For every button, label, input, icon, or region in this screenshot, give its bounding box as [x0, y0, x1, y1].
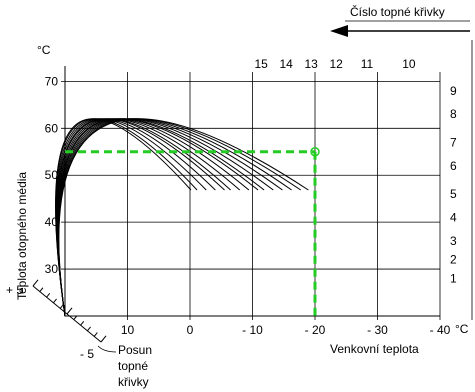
highlight-layer [65, 147, 320, 316]
shift-scale-tick [39, 287, 44, 292]
shift-scale-tick [80, 321, 85, 326]
shift-scale-tick [46, 293, 51, 298]
curve-number-header: Číslo topné křivky [350, 4, 445, 19]
shift-scale-tick [93, 332, 98, 337]
y-axis-title: Teplota otopného média [15, 172, 29, 300]
shift-minus-label: - 5 [80, 347, 94, 361]
curve-layer [55, 118, 309, 317]
heating-curve-12 [55, 118, 216, 317]
shift-label-leader [97, 345, 117, 353]
x-tick-label: 10 [121, 323, 135, 337]
curve-label-9: 9 [450, 84, 457, 98]
curve-label-12: 12 [330, 57, 344, 71]
heating-curve-1 [58, 118, 309, 317]
curve-label-6: 6 [450, 159, 457, 173]
y-tick-label: 60 [45, 121, 59, 135]
shift-scale-tick [32, 279, 39, 287]
x-tick-label: - 20 [305, 323, 326, 337]
curve-label-13: 13 [305, 57, 319, 71]
heating-curve-7 [57, 118, 259, 317]
grid-layer [61, 66, 441, 320]
x-unit-label: °C [455, 322, 469, 336]
heating-curve-15 [55, 118, 192, 317]
y-tick-label: 50 [45, 168, 59, 182]
x-tick-label: - 10 [242, 323, 263, 337]
y-tick-label: 70 [45, 74, 59, 88]
curve-label-8: 8 [450, 107, 457, 121]
heating-curve-2 [58, 118, 302, 317]
x-axis-title: Venkovní teplota [330, 342, 419, 356]
y-tick-label: 40 [45, 215, 59, 229]
shift-scale-tick [87, 326, 91, 332]
shift-plus-label: + 5 [6, 283, 23, 297]
shift-label-line3: křivky [118, 375, 149, 389]
curve-label-15: 15 [255, 57, 269, 71]
shift-scale-tick [59, 304, 64, 309]
shift-scale-ticks [32, 279, 107, 343]
curve-label-10: 10 [402, 57, 416, 71]
curve-label-5: 5 [450, 187, 457, 201]
curve-label-4: 4 [450, 210, 457, 224]
curve-label-7: 7 [450, 135, 457, 149]
x-tick-label: - 30 [367, 323, 388, 337]
y-unit-label: °C [37, 43, 51, 57]
y-tick-label: 30 [45, 262, 59, 276]
curve-label-3: 3 [450, 234, 457, 248]
highlight-point [310, 147, 320, 157]
curve-number-arrow-icon [330, 25, 348, 37]
shift-scale-tick [53, 298, 57, 304]
x-tick-label: 0 [187, 323, 194, 337]
curve-label-2: 2 [450, 253, 457, 267]
shift-scale-tick [66, 307, 73, 315]
curve-label-14: 14 [280, 57, 294, 71]
x-tick-label: - 40 [430, 323, 451, 337]
shift-scale-tick [73, 315, 78, 320]
shift-label-line1: Posun [118, 343, 152, 357]
heating-curve-5 [57, 118, 274, 317]
shift-label-line2: topné [118, 359, 148, 373]
curve-label-1: 1 [450, 271, 457, 285]
heating-curve-4 [57, 118, 283, 317]
curve-label-11: 11 [361, 57, 374, 71]
shift-scale-tick [100, 335, 107, 343]
